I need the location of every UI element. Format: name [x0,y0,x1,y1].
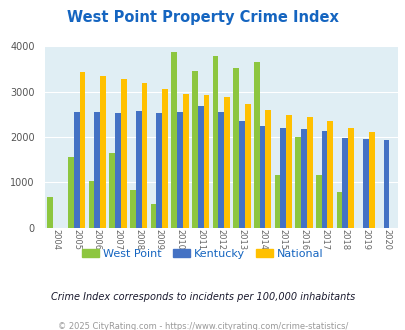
Bar [115,113,121,228]
Bar [68,157,74,228]
Bar [253,62,259,228]
Bar [239,121,244,228]
Bar [47,197,53,228]
Bar [192,71,197,228]
Bar [265,110,271,228]
Bar [224,97,229,228]
Bar [306,117,312,228]
Bar [362,139,368,228]
Bar [286,115,291,228]
Legend: West Point, Kentucky, National: West Point, Kentucky, National [77,245,328,263]
Bar [203,95,209,228]
Bar [79,72,85,228]
Bar [233,68,239,228]
Bar [341,138,347,228]
Bar [315,175,321,228]
Bar [336,192,341,228]
Bar [88,181,94,228]
Bar [121,79,126,228]
Bar [162,89,168,228]
Bar [218,113,224,228]
Bar [109,153,115,228]
Bar [347,128,353,228]
Text: Crime Index corresponds to incidents per 100,000 inhabitants: Crime Index corresponds to incidents per… [51,292,354,302]
Bar [94,112,100,228]
Bar [182,94,188,228]
Bar [244,104,250,228]
Bar [74,113,79,228]
Bar [141,82,147,228]
Bar [130,189,135,228]
Bar [150,204,156,228]
Bar [327,121,333,228]
Bar [197,106,203,228]
Bar [100,76,106,228]
Bar [171,52,177,228]
Bar [280,128,286,228]
Bar [294,137,300,228]
Text: West Point Property Crime Index: West Point Property Crime Index [67,10,338,25]
Text: © 2025 CityRating.com - https://www.cityrating.com/crime-statistics/: © 2025 CityRating.com - https://www.city… [58,322,347,330]
Bar [274,175,280,228]
Bar [156,114,162,228]
Bar [368,132,374,228]
Bar [383,140,388,228]
Bar [177,113,182,228]
Bar [212,56,218,228]
Bar [321,131,327,228]
Bar [300,129,306,228]
Bar [259,126,265,228]
Bar [135,111,141,228]
